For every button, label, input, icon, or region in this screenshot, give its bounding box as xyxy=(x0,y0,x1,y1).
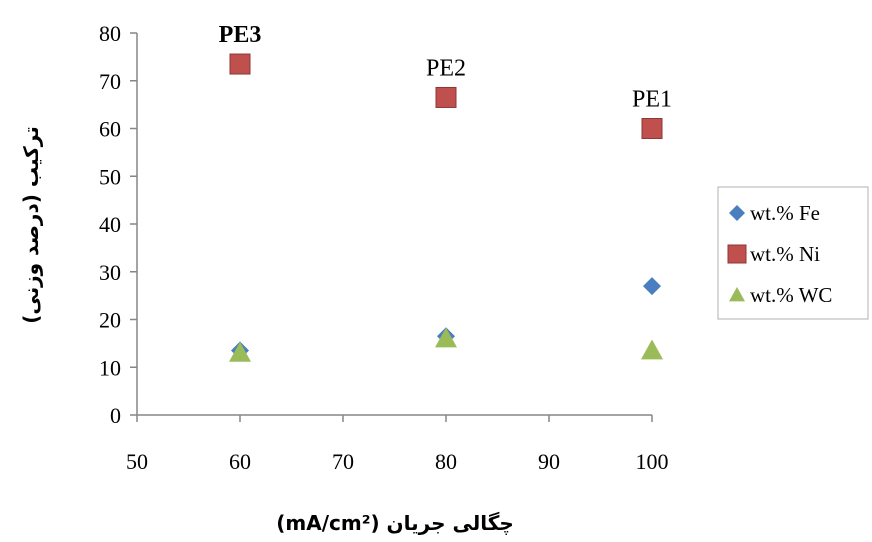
legend-item: wt.% Ni xyxy=(727,242,820,266)
y-tick-label: 70 xyxy=(99,69,121,94)
x-tick-label: 60 xyxy=(229,449,251,474)
y-tick-label: 0 xyxy=(110,403,121,428)
data-point xyxy=(435,327,457,348)
legend-marker xyxy=(727,244,747,264)
x-axis-title: چگالی جریان (mA/cm²) xyxy=(276,511,514,536)
point-annotations: PE3 PE2 PE1 xyxy=(219,22,672,112)
legend-label: wt.% Fe xyxy=(750,201,820,225)
x-tick-label: 90 xyxy=(538,449,560,474)
series-2 xyxy=(229,327,663,362)
y-tick-label: 20 xyxy=(99,308,121,333)
x-tick-label: 100 xyxy=(636,449,669,474)
series-1 xyxy=(229,53,663,139)
point-label: PE3 xyxy=(219,22,262,48)
data-point xyxy=(229,341,251,362)
legend-label: wt.% Ni xyxy=(750,242,820,266)
legend: wt.% Fe wt.% Ni wt.% WC xyxy=(717,186,869,320)
data-points xyxy=(229,53,663,362)
data-point xyxy=(643,277,661,296)
legend-marker xyxy=(729,205,745,221)
legend-item: wt.% WC xyxy=(729,283,832,307)
y-tick-label: 80 xyxy=(99,21,121,46)
x-tick-label: 80 xyxy=(435,449,457,474)
point-label: PE1 xyxy=(632,87,672,113)
legend-label: wt.% WC xyxy=(750,283,832,307)
y-tick-label: 40 xyxy=(99,212,121,237)
legend-marker xyxy=(729,287,745,302)
x-tick-label: 50 xyxy=(126,449,148,474)
data-point xyxy=(641,339,663,360)
x-tick-label: 70 xyxy=(332,449,354,474)
data-point xyxy=(229,53,251,75)
tick-labels: 0 10 20 30 40 50 60 70 80 50 60 70 80 90 100 xyxy=(99,21,669,474)
y-tick-label: 60 xyxy=(99,117,121,142)
point-label: PE2 xyxy=(426,55,466,81)
y-tick-label: 30 xyxy=(99,260,121,285)
data-point xyxy=(435,86,457,108)
y-axis-title: ترکیب (درصد وزنی) xyxy=(19,126,43,323)
legend-item: wt.% Fe xyxy=(729,201,820,225)
axes xyxy=(130,32,653,422)
data-point xyxy=(641,118,663,139)
y-tick-label: 10 xyxy=(99,355,121,380)
y-tick-label: 50 xyxy=(99,164,121,189)
